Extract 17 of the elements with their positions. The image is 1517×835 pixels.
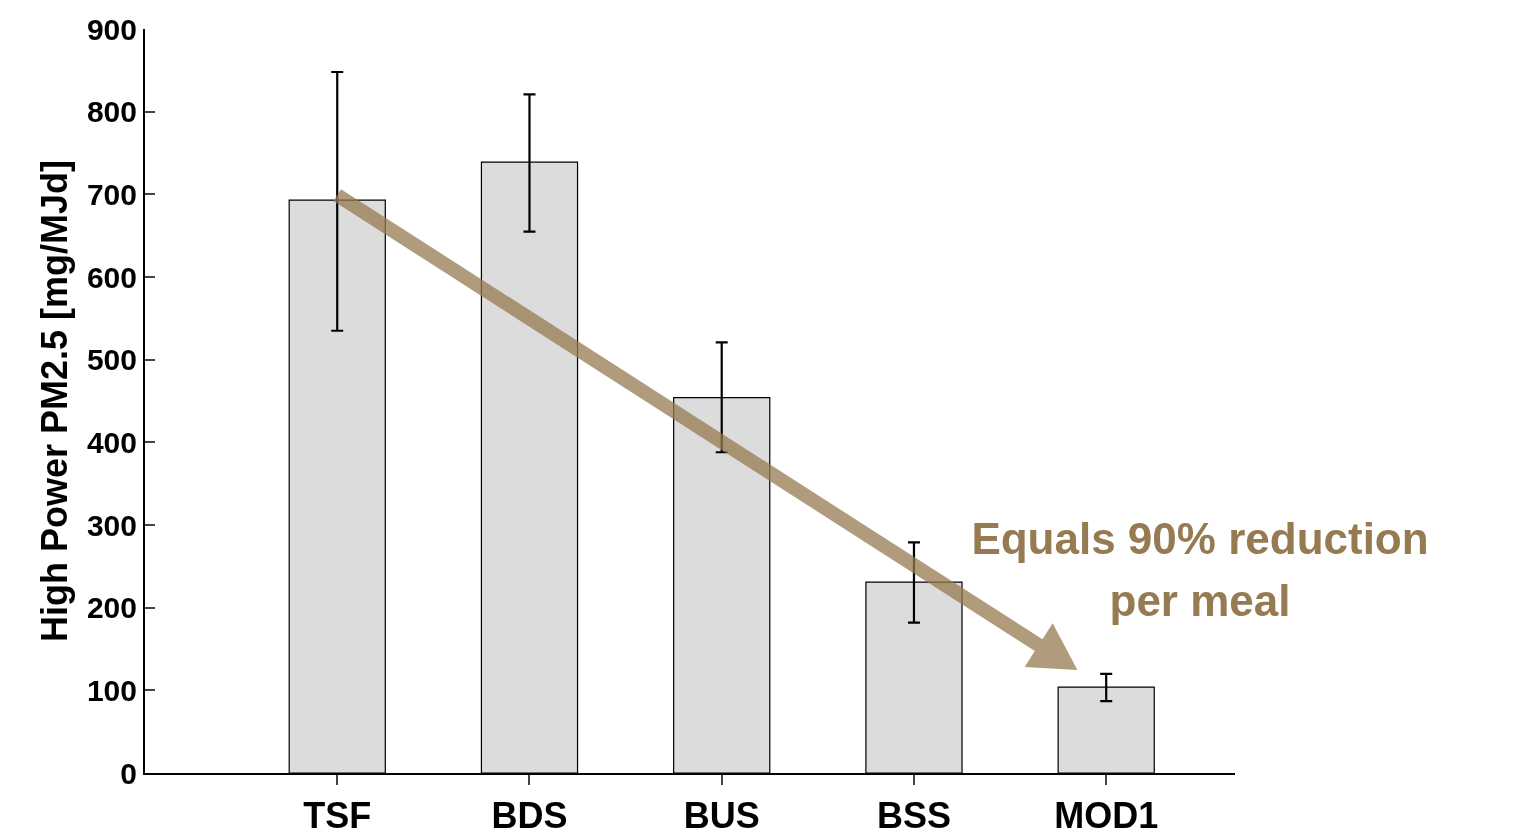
- y-tick-label: 400: [86, 425, 137, 459]
- y-tick-label: 200: [86, 591, 137, 625]
- y-tick-label: 500: [86, 343, 137, 377]
- x-tick-label: BDS: [491, 795, 568, 835]
- y-tick-label: 300: [86, 508, 137, 542]
- y-axis-title: High Power PM2.5 [mg/MJd]: [34, 159, 76, 643]
- y-tick-label: 600: [86, 260, 137, 294]
- x-tick-label: BUS: [683, 795, 760, 835]
- y-tick-label: 0: [120, 756, 137, 790]
- y-tick-label: 700: [86, 177, 137, 211]
- y-tick-label: 900: [86, 12, 137, 46]
- x-tick-label: MOD1: [1054, 795, 1159, 835]
- x-tick-label: TSF: [303, 795, 372, 835]
- x-tick-label: BSS: [876, 795, 951, 835]
- y-tick-label: 100: [86, 673, 137, 707]
- y-tick-label: 800: [86, 95, 137, 129]
- annotation: Equals 90% reduction per meal: [970, 513, 1430, 627]
